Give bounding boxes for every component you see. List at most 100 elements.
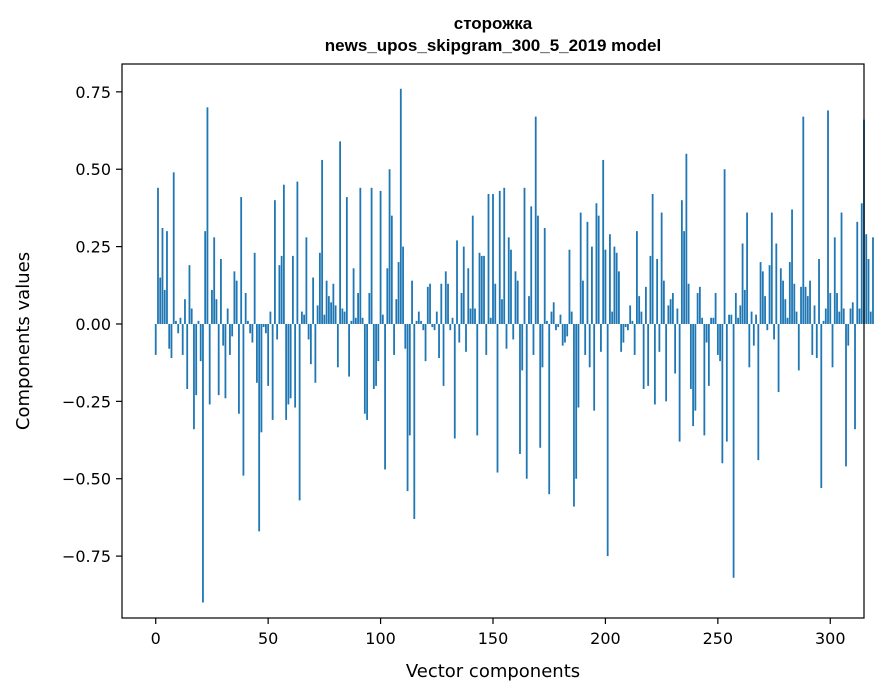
bar-272 [766,323,769,331]
bar-141 [471,215,474,324]
bar-32 [226,308,229,324]
bar-205 [615,252,618,324]
bar-7 [170,323,173,359]
bar-130 [447,283,449,324]
bar-109 [399,88,402,324]
bar-115 [413,323,416,519]
bar-3 [161,228,164,324]
bar-200 [604,249,607,324]
bar-29 [220,258,222,324]
bar-255 [728,314,730,324]
bar-124 [433,323,436,331]
bar-177 [552,302,555,324]
bar-291 [809,280,811,324]
bar-164 [523,187,526,324]
bar-148 [487,193,490,324]
bar-234 [680,200,683,324]
bar-274 [770,212,773,324]
bar-202 [609,234,611,324]
bar-214 [636,231,638,324]
bar-126 [438,323,440,359]
bar-90 [357,293,359,324]
bar-316 [865,234,868,324]
bar-211 [629,305,632,324]
bar-64 [298,323,301,501]
bar-298 [824,308,827,324]
bar-60 [289,323,292,399]
bar-302 [833,237,836,324]
bar-55 [278,265,281,324]
bar-34 [231,323,234,337]
bar-254 [725,323,728,442]
bar-284 [793,283,796,324]
bar-96 [370,187,373,324]
bar-48 [262,323,265,328]
bar-317 [867,258,870,324]
bar-99 [377,323,380,362]
bar-30 [222,323,225,346]
y-tick-label: −0.50 [62,470,111,489]
bars-group [154,88,874,603]
bar-239 [692,323,695,427]
bar-208 [622,323,625,343]
bar-143 [476,323,479,436]
bar-2 [159,277,162,324]
bar-97 [372,323,375,389]
bar-151 [494,283,497,324]
x-tick-label: 50 [258,629,278,648]
bar-194 [591,246,593,324]
bar-79 [332,283,335,324]
bar-184 [568,249,571,324]
bar-169 [534,116,537,324]
bar-4 [163,289,166,324]
bar-66 [303,314,306,324]
bar-51 [269,311,272,324]
bar-288 [802,116,805,324]
bar-199 [602,159,605,324]
bar-6 [168,323,171,349]
bar-245 [705,323,708,343]
bar-281 [786,317,789,324]
bar-240 [694,323,697,411]
y-tick-label: 0.75 [75,83,111,102]
bar-238 [689,323,692,389]
bar-45 [256,323,258,383]
x-tick-label: 200 [590,629,621,648]
y-tick-label: −0.25 [62,392,111,411]
bar-63 [296,181,299,324]
bar-287 [800,286,802,324]
bar-98 [375,323,377,386]
bar-144 [478,252,481,324]
bar-282 [788,262,791,324]
bar-15 [188,265,191,324]
bar-314 [860,203,863,324]
bar-189 [579,212,582,324]
bar-232 [676,308,679,324]
bar-210 [627,323,629,331]
bar-87 [350,320,353,324]
bar-94 [366,323,368,420]
bar-81 [336,323,339,368]
bar-139 [467,268,470,324]
bar-23 [206,107,209,324]
bar-235 [683,231,686,324]
bar-91 [359,187,362,324]
bar-306 [842,308,845,324]
bar-300 [829,293,832,324]
bar-80 [334,305,337,324]
bar-84 [343,311,346,324]
bar-168 [532,323,535,355]
x-axis-ticks: 0 50 100 150 200 250 300 [151,618,846,648]
bar-186 [573,323,575,507]
bar-118 [420,320,422,324]
bar-159 [512,323,515,340]
bar-103 [386,268,389,324]
bar-248 [712,317,715,324]
bar-102 [384,323,386,470]
bar-156 [505,323,508,349]
bar-268 [757,323,760,461]
bar-86 [348,323,350,377]
bar-308 [847,323,850,346]
bar-121 [426,286,429,324]
bar-11 [179,317,182,324]
